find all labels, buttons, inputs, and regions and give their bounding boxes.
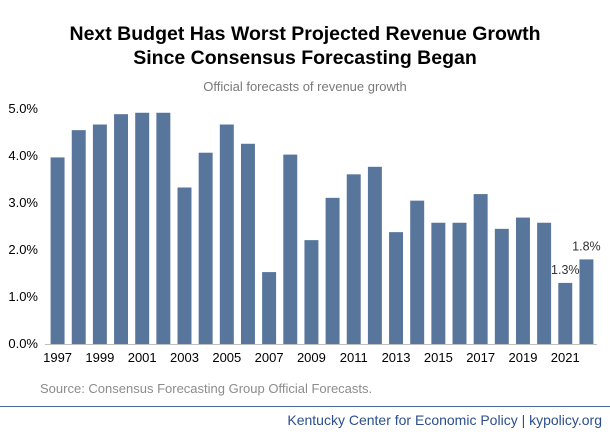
y-tick-label: 0.0%: [8, 336, 38, 351]
chart-title-line-2: Since Consensus Forecasting Began: [133, 47, 477, 69]
footer-credit: Kentucky Center for Economic Policy | ky…: [287, 412, 602, 428]
x-tick-label: 2011: [340, 350, 368, 365]
y-tick-label: 2.0%: [8, 242, 38, 257]
bar-2020: [537, 222, 552, 344]
y-tick-label: 4.0%: [8, 148, 38, 163]
x-tick-label: 1999: [85, 350, 114, 365]
x-tick-label: 2001: [128, 350, 157, 365]
bar-2005: [219, 124, 234, 344]
chart-title: Next Budget Has Worst Projected Revenue …: [0, 22, 610, 70]
y-tick-label: 5.0%: [8, 101, 38, 116]
chart-title-line-1: Next Budget Has Worst Projected Revenue …: [69, 23, 541, 45]
bar-2000: [114, 114, 129, 344]
x-tick-label: 2019: [509, 350, 538, 365]
bar-2006: [240, 143, 255, 344]
bar-2003: [177, 187, 192, 344]
x-tick-label: 2017: [466, 350, 495, 365]
bar-2009: [304, 240, 319, 344]
bar-2007: [262, 272, 277, 344]
bar-2016: [452, 222, 467, 344]
x-tick-label: 1997: [43, 350, 72, 365]
bar-2011: [346, 174, 361, 344]
bar-2014: [410, 200, 425, 344]
y-tick-label: 3.0%: [8, 195, 38, 210]
x-tick-label: 2007: [255, 350, 284, 365]
bar-1997: [50, 157, 65, 344]
source-note: Source: Consensus Forecasting Group Offi…: [40, 381, 373, 396]
bar-2010: [325, 197, 340, 344]
footer-divider: [0, 406, 610, 407]
bar-2012: [367, 166, 382, 344]
bar-2008: [283, 154, 298, 344]
x-tick-label: 2003: [170, 350, 199, 365]
chart-subtitle: Official forecasts of revenue growth: [203, 79, 407, 94]
bar-2001: [135, 112, 150, 344]
x-tick-label: 2013: [382, 350, 411, 365]
data-label-2022: 1.8%: [572, 239, 601, 253]
x-tick-label: 2005: [212, 350, 241, 365]
bar-2015: [431, 222, 446, 344]
bar-2017: [473, 194, 488, 344]
bar-2022: [579, 259, 594, 344]
bar-1998: [71, 130, 86, 344]
data-label-2021: 1.3%: [551, 263, 580, 277]
bar-2019: [515, 217, 530, 344]
bar-1999: [92, 124, 107, 344]
y-tick-label: 1.0%: [8, 289, 38, 304]
x-tick-label: 2021: [551, 350, 580, 365]
bar-2021: [558, 282, 573, 344]
bar-2002: [156, 112, 171, 344]
x-tick-label: 2009: [297, 350, 326, 365]
x-tick-label: 2015: [424, 350, 453, 365]
bar-2004: [198, 152, 213, 344]
bar-2018: [494, 228, 509, 344]
bar-2013: [389, 232, 404, 344]
